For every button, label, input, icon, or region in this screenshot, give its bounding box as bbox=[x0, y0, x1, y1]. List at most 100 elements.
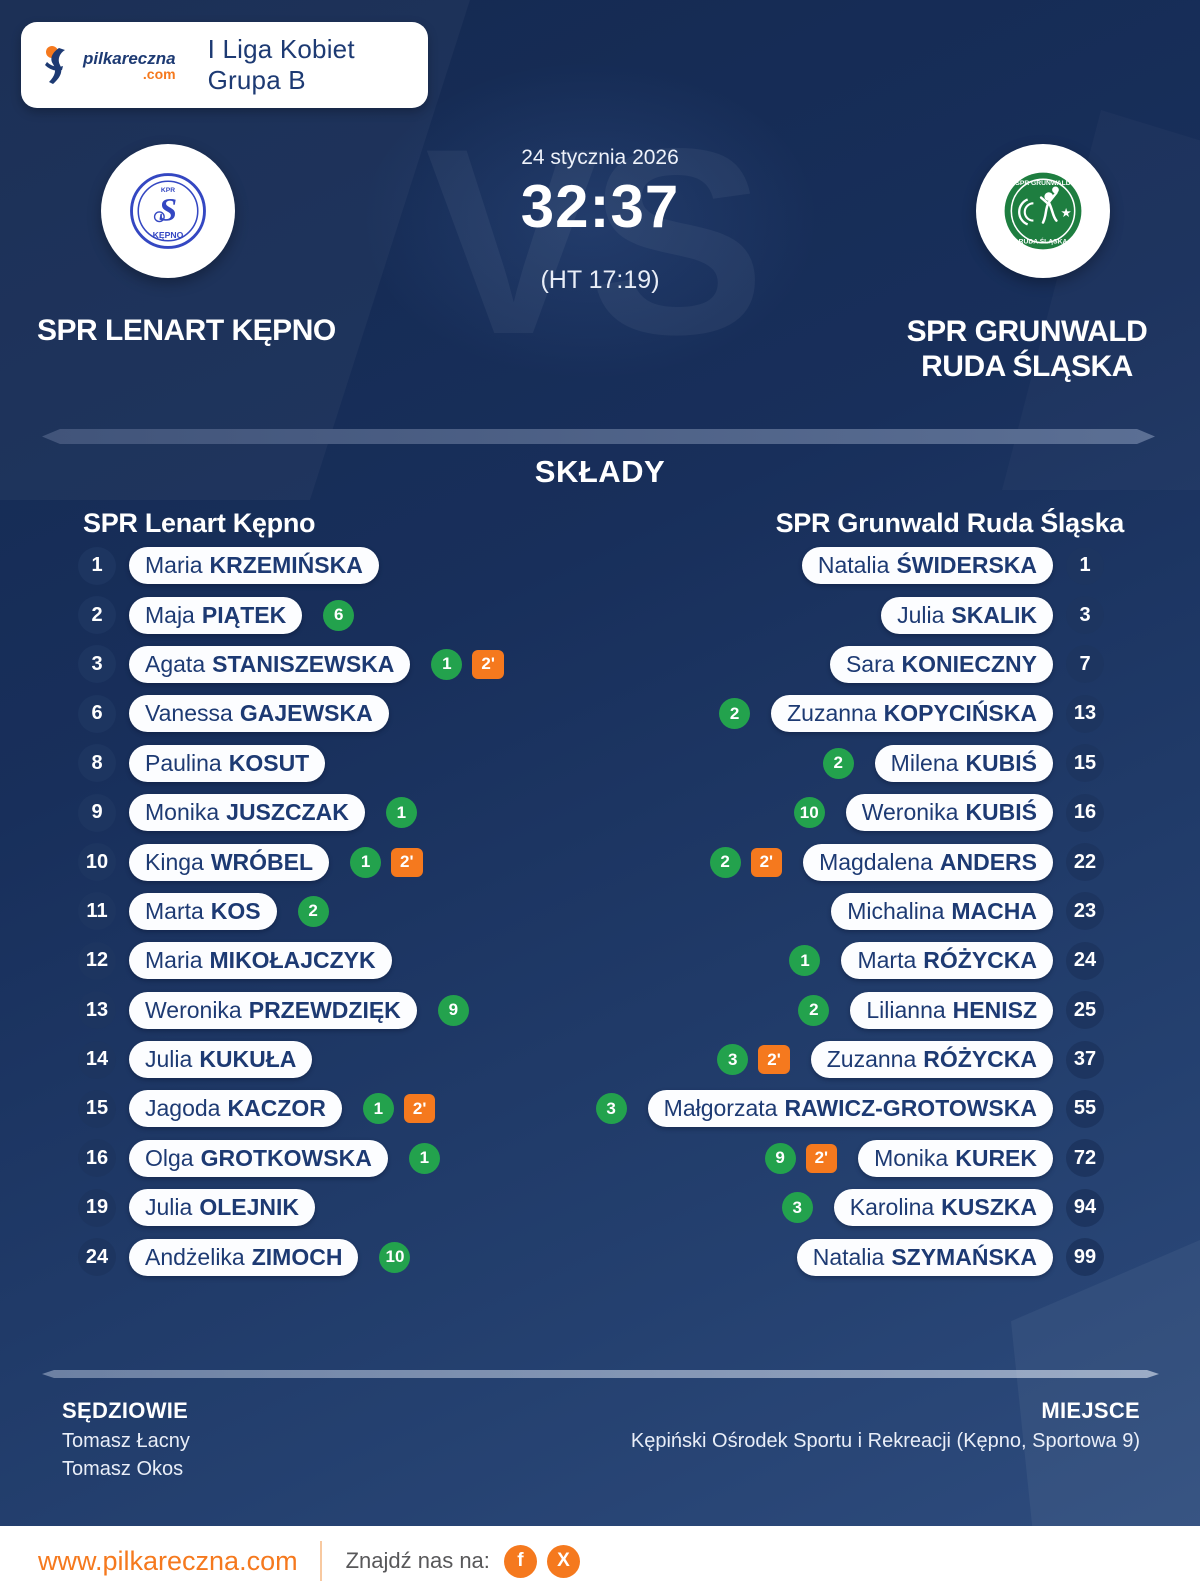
player-number-badge: 24 bbox=[1066, 941, 1104, 980]
league-header-card: pilkareczna .com I Liga Kobiet Grupa B bbox=[21, 22, 428, 108]
player-number-badge: 24 bbox=[78, 1238, 116, 1277]
referee-name: Tomasz Łacny bbox=[62, 1430, 190, 1452]
player-first-name: Julia bbox=[897, 601, 945, 628]
player-last-name: ZIMOCH bbox=[251, 1243, 343, 1270]
player-last-name: KUSZKA bbox=[941, 1194, 1037, 1221]
player-name-pill: Paulina KOSUT bbox=[129, 744, 326, 782]
player-row: 10 Weronika KUBIŚ 16 bbox=[484, 788, 1104, 837]
social-links: f X bbox=[503, 1544, 580, 1578]
player-number-badge: 25 bbox=[1066, 991, 1104, 1030]
goals-badge: 2 bbox=[709, 846, 741, 878]
player-row: 2 2' Magdalena ANDERS 22 bbox=[484, 837, 1104, 886]
player-first-name: Zuzanna bbox=[787, 700, 877, 727]
player-first-name: Magdalena bbox=[819, 848, 933, 875]
player-name-pill: Kinga WRÓBEL bbox=[129, 843, 330, 881]
player-last-name: RÓŻYCKA bbox=[923, 1046, 1037, 1073]
home-lineup-header: SPR Lenart Kępno bbox=[83, 508, 316, 538]
match-score: 32:37 bbox=[520, 173, 680, 240]
goals-badge: 10 bbox=[379, 1241, 411, 1273]
player-number-badge: 2 bbox=[78, 596, 116, 635]
player-row: 2 Maja PIĄTEK 6 bbox=[78, 590, 638, 639]
player-number-badge: 16 bbox=[1066, 793, 1104, 832]
player-first-name: Monika bbox=[874, 1144, 949, 1171]
goals-badge: 2 bbox=[719, 698, 751, 730]
player-name-pill: Olga GROTKOWSKA bbox=[129, 1139, 388, 1177]
player-first-name: Agata bbox=[145, 650, 206, 677]
player-row: 9 2' Monika KUREK 72 bbox=[484, 1134, 1104, 1183]
goals-badge: 3 bbox=[717, 1044, 749, 1076]
player-last-name: OLEJNIK bbox=[199, 1194, 299, 1221]
player-first-name: Weronika bbox=[861, 799, 959, 826]
kepno-crest-icon: KPR S KĘPNO bbox=[130, 173, 206, 249]
player-number-badge: 72 bbox=[1066, 1139, 1104, 1178]
player-number-badge: 8 bbox=[78, 744, 116, 783]
website-link[interactable]: www.pilkareczna.com bbox=[38, 1545, 298, 1576]
logo-tld: .com bbox=[142, 65, 176, 82]
player-first-name: Małgorzata bbox=[663, 1095, 778, 1122]
player-name-pill: Vanessa GAJEWSKA bbox=[129, 695, 389, 733]
player-name-pill: Julia SKALIK bbox=[881, 596, 1053, 634]
player-first-name: Marta bbox=[145, 897, 204, 924]
player-name-pill: Zuzanna KOPYCIŃSKA bbox=[771, 695, 1053, 733]
svg-text:RUDA ŚLĄSKA: RUDA ŚLĄSKA bbox=[1019, 237, 1068, 246]
away-lineup-header: SPR Grunwald Ruda Śląska bbox=[775, 508, 1125, 538]
player-row: Michalina MACHA 23 bbox=[484, 887, 1104, 936]
player-name-pill: Milena KUBIŚ bbox=[874, 744, 1053, 782]
player-last-name: KUREK bbox=[955, 1144, 1037, 1171]
player-row: 3 2' Zuzanna RÓŻYCKA 37 bbox=[484, 1035, 1104, 1084]
player-last-name: KOS bbox=[210, 897, 261, 924]
player-number-badge: 14 bbox=[78, 1040, 116, 1079]
player-first-name: Weronika bbox=[145, 996, 242, 1023]
player-last-name: SKALIK bbox=[951, 601, 1037, 628]
player-number-badge: 7 bbox=[1066, 645, 1104, 684]
player-row: Natalia SZYMAŃSKA 99 bbox=[484, 1232, 1104, 1281]
player-last-name: KONIECZNY bbox=[901, 650, 1037, 677]
player-row: 16 Olga GROTKOWSKA 1 bbox=[78, 1134, 638, 1183]
player-number-badge: 15 bbox=[78, 1089, 116, 1128]
player-name-pill: Michalina MACHA bbox=[831, 892, 1053, 930]
player-row: 15 Jagoda KACZOR 1 2' bbox=[78, 1084, 638, 1133]
player-last-name: KUBIŚ bbox=[965, 799, 1037, 826]
player-last-name: RAWICZ-GROTOWSKA bbox=[784, 1095, 1037, 1122]
goals-badge: 9 bbox=[437, 994, 469, 1026]
player-name-pill: Marta RÓŻYCKA bbox=[841, 942, 1053, 980]
player-name-pill: Weronika KUBIŚ bbox=[845, 794, 1053, 832]
player-name-pill: Agata STANISZEWSKA bbox=[129, 645, 411, 683]
player-number-badge: 9 bbox=[78, 793, 116, 832]
player-first-name: Julia bbox=[145, 1046, 193, 1073]
player-row: 6 Vanessa GAJEWSKA bbox=[78, 689, 638, 738]
player-row: Sara KONIECZNY 7 bbox=[484, 640, 1104, 689]
player-first-name: Marta bbox=[857, 947, 917, 974]
player-number-badge: 3 bbox=[78, 645, 116, 684]
footer-divider bbox=[42, 1370, 1159, 1378]
away-team-name-line2: RUDA ŚLĄSKA bbox=[921, 350, 1133, 383]
player-name-pill: Andżelika ZIMOCH bbox=[129, 1238, 359, 1276]
player-last-name: PRZEWDZIĘK bbox=[248, 996, 401, 1023]
player-first-name: Jagoda bbox=[145, 1095, 221, 1122]
player-name-pill: Monika JUSZCZAK bbox=[129, 794, 365, 832]
svg-text:KĘPNO: KĘPNO bbox=[153, 230, 184, 240]
player-last-name: MACHA bbox=[951, 897, 1037, 924]
away-team-name-line1: SPR GRUNWALD bbox=[906, 315, 1148, 348]
player-last-name: KRZEMIŃSKA bbox=[209, 552, 363, 579]
footer-bar: www.pilkareczna.com Znajdź nas na: f X bbox=[0, 1526, 1200, 1596]
player-number-badge: 12 bbox=[78, 941, 116, 980]
referees-label: SĘDZIOWIE bbox=[62, 1398, 189, 1423]
player-row: 19 Julia OLEJNIK bbox=[78, 1183, 638, 1232]
player-name-pill: Natalia ŚWIDERSKA bbox=[801, 547, 1053, 585]
player-name-pill: Sara KONIECZNY bbox=[829, 645, 1053, 683]
player-name-pill: Julia KUKUŁA bbox=[129, 1041, 313, 1079]
player-row: 1 Marta RÓŻYCKA 24 bbox=[484, 936, 1104, 985]
player-row: 2 Lilianna HENISZ 25 bbox=[484, 986, 1104, 1035]
goals-badge: 1 bbox=[385, 797, 417, 829]
player-first-name: Vanessa bbox=[145, 700, 233, 727]
player-last-name: JUSZCZAK bbox=[226, 799, 349, 826]
facebook-icon[interactable]: f bbox=[503, 1544, 537, 1578]
goals-badge: 1 bbox=[431, 648, 463, 680]
player-last-name: GROTKOWSKA bbox=[200, 1144, 372, 1171]
player-last-name: GAJEWSKA bbox=[239, 700, 373, 727]
player-first-name: Karolina bbox=[849, 1194, 935, 1221]
player-row: 3 Małgorzata RAWICZ-GROTOWSKA 55 bbox=[484, 1084, 1104, 1133]
x-icon[interactable]: X bbox=[546, 1544, 580, 1578]
player-name-pill: Maria MIKOŁAJCZYK bbox=[129, 942, 392, 980]
